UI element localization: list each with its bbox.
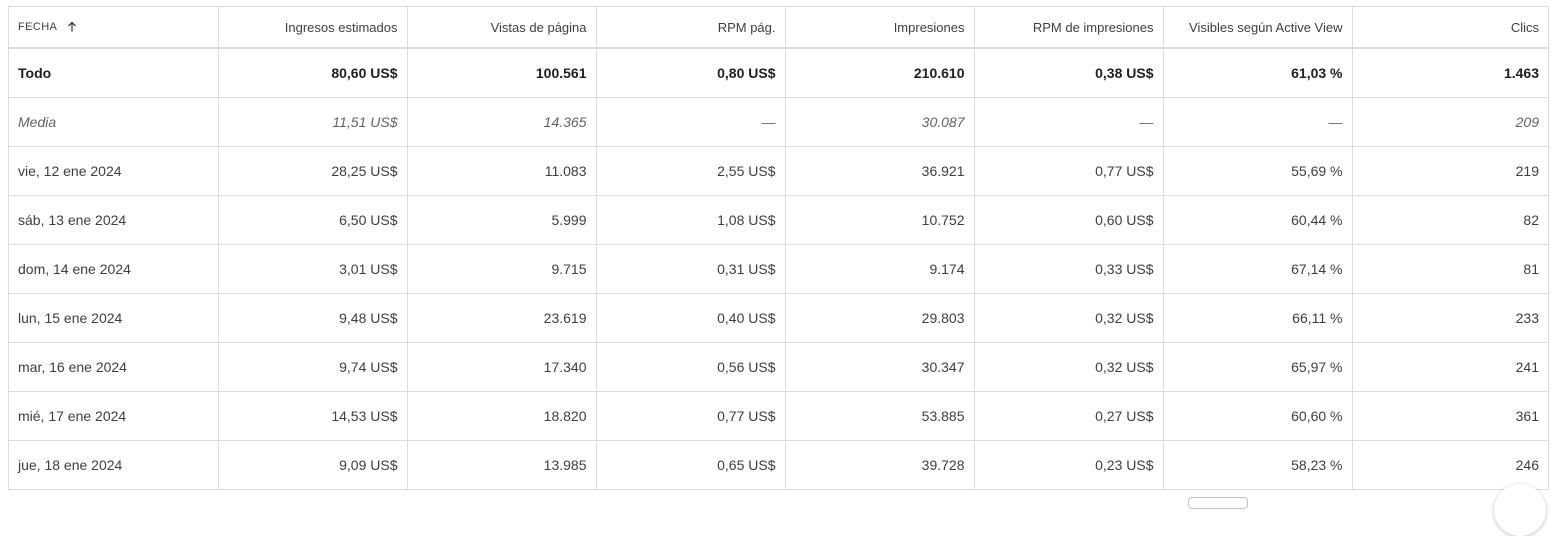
table-cell: 28,25 US$	[218, 146, 408, 196]
table-cell: lun, 15 ene 2024	[9, 293, 219, 343]
table-row: mar, 16 ene 2024 9,74 US$ 17.340 0,56 US…	[9, 342, 1548, 392]
total-row: Todo 80,60 US$ 100.561 0,80 US$ 210.610 …	[9, 48, 1548, 98]
table-cell: —	[1163, 97, 1353, 147]
table-row: sáb, 13 ene 2024 6,50 US$ 5.999 1,08 US$…	[9, 195, 1548, 245]
table-cell: 0,27 US$	[974, 391, 1164, 441]
header-row: FECHA Ingresos estimados Vistas de págin…	[9, 7, 1548, 49]
table-cell: 361	[1352, 391, 1548, 441]
table-cell: 0,32 US$	[974, 293, 1164, 343]
table-cell: 0,40 US$	[596, 293, 786, 343]
table-cell: 18.820	[407, 391, 597, 441]
table-row: lun, 15 ene 2024 9,48 US$ 23.619 0,40 US…	[9, 293, 1548, 343]
floating-action-button[interactable]	[1494, 484, 1546, 536]
table-row: vie, 12 ene 2024 28,25 US$ 11.083 2,55 U…	[9, 146, 1548, 196]
table-cell: 1,08 US$	[596, 195, 786, 245]
column-header-rpm-pag[interactable]: RPM pág.	[596, 7, 786, 49]
table-cell: 246	[1352, 440, 1548, 490]
table-cell: 0,33 US$	[974, 244, 1164, 294]
table-cell: 233	[1352, 293, 1548, 343]
table-cell: 9,48 US$	[218, 293, 408, 343]
average-row: Media 11,51 US$ 14.365 — 30.087 — — 209	[9, 97, 1548, 147]
table-cell: 60,60 %	[1163, 391, 1353, 441]
column-header-label: FECHA	[18, 20, 57, 33]
table-cell: 0,38 US$	[974, 48, 1164, 98]
table-cell: mar, 16 ene 2024	[9, 342, 219, 392]
table-cell: 60,44 %	[1163, 195, 1353, 245]
table-cell: 0,60 US$	[974, 195, 1164, 245]
table-cell: dom, 14 ene 2024	[9, 244, 219, 294]
table-cell: 5.999	[407, 195, 597, 245]
table-cell: 29.803	[785, 293, 975, 343]
table-cell: 0,32 US$	[974, 342, 1164, 392]
table-cell: jue, 18 ene 2024	[9, 440, 219, 490]
table-row: jue, 18 ene 2024 9,09 US$ 13.985 0,65 US…	[9, 440, 1548, 490]
column-header-clics[interactable]: Clics	[1352, 7, 1548, 49]
arrow-up-icon[interactable]	[66, 21, 78, 33]
column-header-rpm-impresiones[interactable]: RPM de impresiones	[974, 7, 1164, 49]
table-cell: mié, 17 ene 2024	[9, 391, 219, 441]
table-cell: 17.340	[407, 342, 597, 392]
table-cell: 0,80 US$	[596, 48, 786, 98]
table-cell: 11.083	[407, 146, 597, 196]
table-cell: 13.985	[407, 440, 597, 490]
table-cell: 11,51 US$	[218, 97, 408, 147]
table-cell: 1.463	[1352, 48, 1548, 98]
table-cell: Media	[9, 97, 219, 147]
table-cell: 67,14 %	[1163, 244, 1353, 294]
table-cell: 61,03 %	[1163, 48, 1353, 98]
column-header-active-view[interactable]: Visibles según Active View	[1163, 7, 1353, 49]
report-table-container: FECHA Ingresos estimados Vistas de págin…	[8, 6, 1549, 490]
table-cell: Todo	[9, 48, 219, 98]
table-cell: 65,97 %	[1163, 342, 1353, 392]
table-cell: 9,74 US$	[218, 342, 408, 392]
column-header-ingresos[interactable]: Ingresos estimados	[218, 7, 408, 49]
table-cell: 14,53 US$	[218, 391, 408, 441]
table-cell: 219	[1352, 146, 1548, 196]
table-cell: 66,11 %	[1163, 293, 1353, 343]
table-cell: 30.347	[785, 342, 975, 392]
table-cell: 30.087	[785, 97, 975, 147]
table-cell: sáb, 13 ene 2024	[9, 195, 219, 245]
table-cell: 0,56 US$	[596, 342, 786, 392]
table-cell: 23.619	[407, 293, 597, 343]
table-cell: 81	[1352, 244, 1548, 294]
table-cell: 0,31 US$	[596, 244, 786, 294]
table-cell: 80,60 US$	[218, 48, 408, 98]
table-cell: 0,77 US$	[596, 391, 786, 441]
column-header-fecha[interactable]: FECHA	[9, 7, 219, 49]
table-cell: 0,23 US$	[974, 440, 1164, 490]
table-cell: 241	[1352, 342, 1548, 392]
table-cell: 14.365	[407, 97, 597, 147]
table-cell: 36.921	[785, 146, 975, 196]
pagination-select[interactable]	[1188, 497, 1248, 509]
table-cell: 100.561	[407, 48, 597, 98]
table-cell: 55,69 %	[1163, 146, 1353, 196]
table-cell: 0,65 US$	[596, 440, 786, 490]
table-cell: —	[596, 97, 786, 147]
table-cell: 9,09 US$	[218, 440, 408, 490]
column-header-vistas[interactable]: Vistas de página	[407, 7, 597, 49]
table-cell: 10.752	[785, 195, 975, 245]
table-cell: 9.174	[785, 244, 975, 294]
table-row: dom, 14 ene 2024 3,01 US$ 9.715 0,31 US$…	[9, 244, 1548, 294]
table-cell: 53.885	[785, 391, 975, 441]
table-cell: 3,01 US$	[218, 244, 408, 294]
table-cell: 39.728	[785, 440, 975, 490]
report-table: FECHA Ingresos estimados Vistas de págin…	[9, 7, 1548, 490]
table-cell: 82	[1352, 195, 1548, 245]
table-cell: —	[974, 97, 1164, 147]
table-cell: 9.715	[407, 244, 597, 294]
table-cell: 210.610	[785, 48, 975, 98]
table-cell: vie, 12 ene 2024	[9, 146, 219, 196]
table-row: mié, 17 ene 2024 14,53 US$ 18.820 0,77 U…	[9, 391, 1548, 441]
table-cell: 209	[1352, 97, 1548, 147]
table-cell: 6,50 US$	[218, 195, 408, 245]
table-cell: 2,55 US$	[596, 146, 786, 196]
table-cell: 58,23 %	[1163, 440, 1353, 490]
column-header-impresiones[interactable]: Impresiones	[785, 7, 975, 49]
table-cell: 0,77 US$	[974, 146, 1164, 196]
